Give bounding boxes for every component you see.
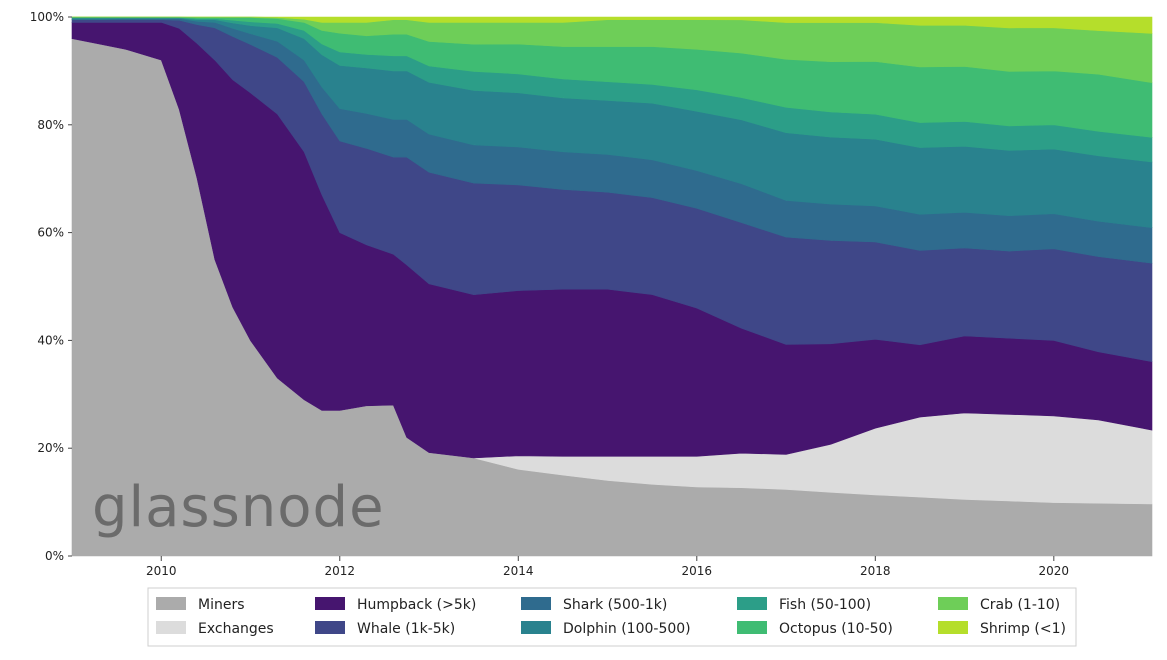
- y-tick-label: 60%: [37, 226, 64, 240]
- legend-item: Dolphin (100-500): [521, 621, 691, 637]
- legend-swatch: [737, 597, 767, 610]
- legend-label: Shark (500-1k): [563, 597, 667, 613]
- legend-label: Octopus (10-50): [779, 621, 893, 637]
- legend-box: [147, 587, 1077, 647]
- x-tick-label: 2014: [503, 564, 534, 578]
- legend-label: Miners: [198, 597, 245, 613]
- y-tick-label: 80%: [37, 118, 64, 132]
- legend-item: Humpback (>5k): [315, 597, 476, 613]
- legend-swatch: [938, 597, 968, 610]
- legend-label: Whale (1k-5k): [357, 621, 455, 637]
- x-tick-label: 2018: [860, 564, 891, 578]
- glassnode-watermark: glassnode: [92, 475, 385, 540]
- x-tick-label: 2016: [682, 564, 713, 578]
- legend-swatch: [521, 597, 551, 610]
- legend-swatch: [315, 597, 345, 610]
- x-axis: 2010 2012 2014 2016 2018 2020: [146, 556, 1069, 578]
- legend-swatch: [156, 597, 186, 610]
- legend-item: Fish (50-100): [737, 597, 871, 613]
- legend-label: Fish (50-100): [779, 597, 871, 613]
- area-layers: [71, 16, 1153, 557]
- area-shrimp-1: [72, 16, 1153, 34]
- y-tick-label: 40%: [37, 333, 64, 347]
- legend-swatch: [737, 621, 767, 634]
- x-tick-label: 2020: [1039, 564, 1070, 578]
- legend: Miners Exchanges Humpback (>5k) Whale (1k-5…: [147, 587, 1077, 647]
- legend-label: Shrimp (<1): [980, 621, 1066, 637]
- legend-item: Crab (1-10): [938, 597, 1060, 613]
- legend-item: Exchanges: [156, 621, 274, 637]
- legend-swatch: [938, 621, 968, 634]
- legend-label: Humpback (>5k): [357, 597, 476, 613]
- legend-item: Octopus (10-50): [737, 621, 893, 637]
- x-tick-label: 2010: [146, 564, 177, 578]
- legend-swatch: [156, 621, 186, 634]
- legend-item: Shark (500-1k): [521, 597, 667, 613]
- legend-item: Shrimp (<1): [938, 621, 1066, 637]
- legend-item: Whale (1k-5k): [315, 621, 455, 637]
- legend-swatch: [315, 621, 345, 634]
- y-tick-label: 100%: [30, 10, 64, 24]
- legend-item: Miners: [156, 597, 245, 613]
- legend-label: Dolphin (100-500): [563, 621, 691, 637]
- y-tick-label: 20%: [37, 441, 64, 455]
- legend-label: Exchanges: [198, 621, 274, 637]
- x-tick-label: 2012: [324, 564, 355, 578]
- y-axis: 0% 20% 40% 60% 80% 100%: [30, 10, 72, 563]
- legend-label: Crab (1-10): [980, 597, 1060, 613]
- y-tick-label: 0%: [45, 549, 64, 563]
- legend-swatch: [521, 621, 551, 634]
